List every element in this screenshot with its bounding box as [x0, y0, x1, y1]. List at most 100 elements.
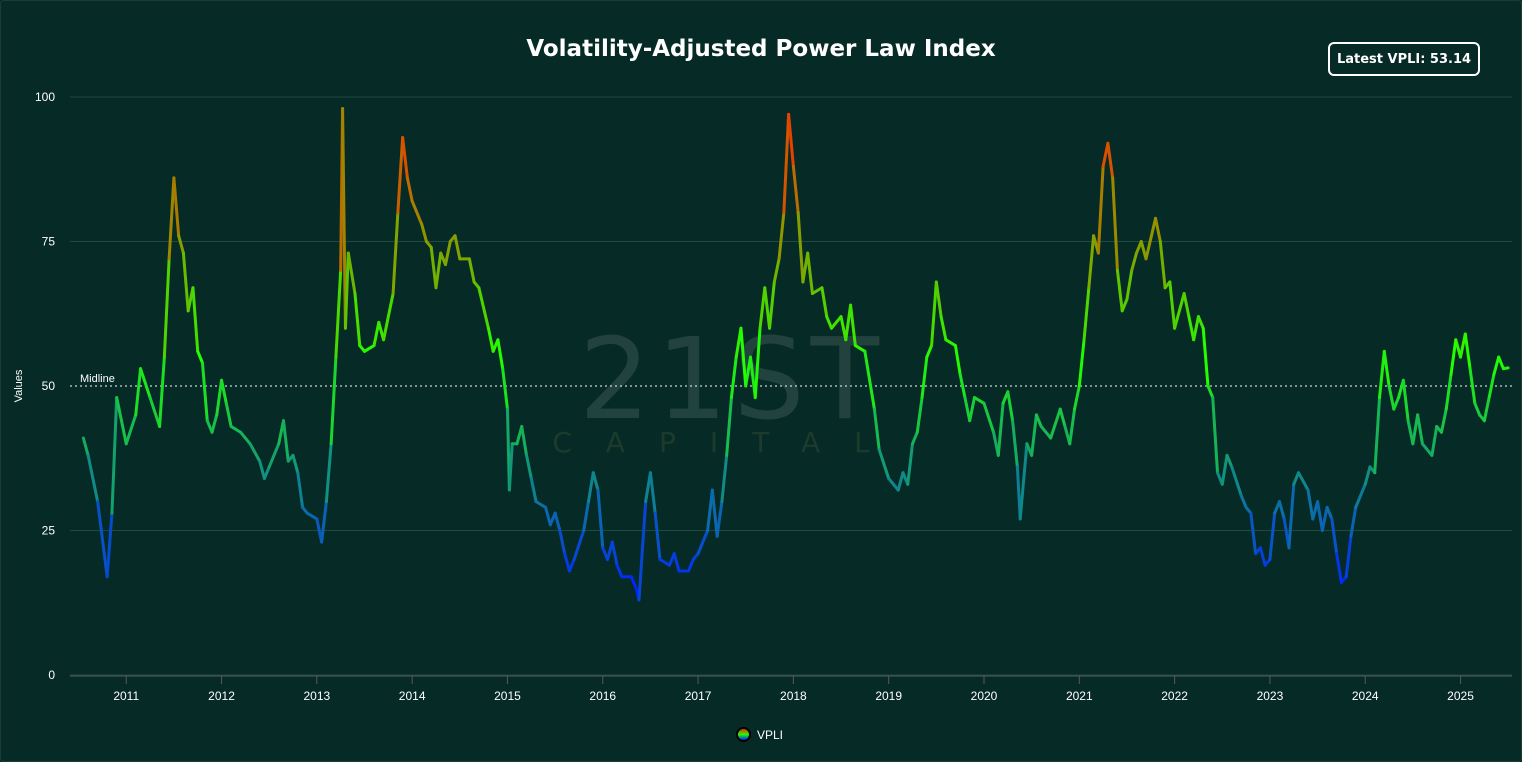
- vpli-line-segment: [391, 211, 400, 296]
- vpli-line-segment: [81, 436, 90, 457]
- vpli-line-segment: [806, 251, 814, 296]
- vpli-line-segment: [1320, 505, 1329, 532]
- vpli-line-segment: [953, 344, 962, 376]
- vpli-line-segment: [1201, 326, 1210, 388]
- vpli-line-segment: [1018, 442, 1029, 521]
- vpli-line-segment: [629, 575, 638, 590]
- vpli-line-segment: [1487, 372, 1496, 400]
- vpli-line-segment: [1444, 372, 1453, 411]
- vpli-line-segment: [729, 355, 738, 400]
- vpli-line-segment: [1196, 315, 1205, 330]
- vpli-line-segment: [1378, 349, 1386, 400]
- vpli-line-segment: [1182, 292, 1191, 319]
- vpli-line-segment: [810, 286, 824, 296]
- vpli-line-segment: [920, 355, 929, 400]
- vpli-line-segment: [139, 367, 152, 400]
- vpli-line-segment: [477, 286, 490, 330]
- vpli-line-segment: [1006, 390, 1015, 423]
- vpli-line-segment: [1211, 396, 1220, 475]
- vpli-line-segment: [305, 511, 319, 521]
- vpli-line-segment: [782, 112, 791, 215]
- vpli-line-segment: [787, 112, 795, 168]
- vpli-line-segment: [467, 257, 476, 284]
- vpli-line-segment: [110, 396, 119, 515]
- vpli-line-segment: [710, 488, 719, 538]
- vpli-line-segment: [353, 292, 362, 348]
- vpli-line-segment: [1306, 488, 1315, 521]
- vpli-line-segment: [825, 315, 834, 330]
- vpli-line-segment: [507, 442, 514, 492]
- vpli-line-segment: [958, 372, 967, 400]
- vpli-line-segment: [849, 303, 857, 348]
- vpli-line-segment: [329, 355, 338, 446]
- vpli-line-segment: [830, 315, 843, 330]
- x-tick-label: 2011: [113, 689, 139, 703]
- vpli-line-segment: [486, 326, 495, 353]
- vpli-line-segment: [1120, 297, 1129, 313]
- vpli-line-segment: [544, 505, 552, 527]
- vpli-line-segment: [572, 529, 586, 561]
- vpli-line-segment: [1482, 396, 1491, 423]
- vpli-line-segment: [434, 251, 443, 290]
- vpli-line-segment: [915, 396, 924, 434]
- vpli-line-segment: [1077, 338, 1086, 388]
- vpli-line-segment: [177, 234, 185, 255]
- vpli-line-segment: [115, 396, 128, 446]
- vpli-line-segment: [615, 563, 624, 579]
- vpli-line-segment: [396, 135, 405, 215]
- x-tick-label: 2015: [494, 689, 521, 703]
- vpli-line-segment: [772, 257, 781, 284]
- vpli-line-segment: [1439, 407, 1448, 434]
- vpli-line-segment: [791, 164, 800, 215]
- x-tick-label: 2023: [1257, 689, 1284, 703]
- vpli-line-segment: [1087, 234, 1096, 290]
- vpli-line-segment: [648, 471, 657, 515]
- vpli-line-segment: [148, 396, 162, 428]
- latest-value-badge: Latest VPLI: 53.14: [1328, 42, 1480, 76]
- vpli-line-segment: [372, 320, 381, 348]
- vpli-line-segment: [925, 344, 934, 359]
- legend-item-vpli[interactable]: VPLI: [736, 727, 783, 742]
- vpli-line-segment: [1130, 251, 1138, 272]
- y-tick-label: 75: [42, 235, 56, 249]
- vpli-line-segment: [1430, 424, 1439, 457]
- vpli-line-segment: [1187, 315, 1196, 342]
- vpli-line-segment: [248, 442, 262, 463]
- x-tick-label: 2024: [1352, 689, 1379, 703]
- x-tick-label: 2018: [780, 689, 807, 703]
- vpli-line-segment: [343, 251, 350, 330]
- vpli-line-segment: [405, 176, 414, 203]
- vpli-line-segment: [172, 176, 181, 238]
- vpli-line-segment: [1325, 505, 1334, 521]
- vpli-line-segment: [1220, 453, 1229, 486]
- vpli-line-segment: [996, 401, 1005, 457]
- vpli-line-segment: [341, 107, 347, 330]
- vpli-line-segment: [1115, 268, 1124, 313]
- vpli-line-segment: [1335, 552, 1343, 585]
- vpli-line-segment: [1249, 511, 1258, 556]
- vpli-line-segment: [105, 511, 114, 579]
- vpli-line-segment: [258, 459, 266, 480]
- vpli-line-segment: [401, 135, 409, 180]
- vpli-line-segment: [1492, 355, 1501, 376]
- vpli-line-segment: [529, 476, 538, 504]
- vpli-line-segment: [134, 367, 143, 417]
- vpli-line-segment: [334, 268, 343, 359]
- vpli-line-segment: [210, 413, 219, 434]
- vpli-line-segment: [1463, 332, 1472, 371]
- vpli-line-segment: [267, 442, 281, 469]
- vpli-line-segment: [525, 453, 533, 480]
- x-tick-label: 2016: [589, 689, 616, 703]
- vpli-line-segment: [1192, 315, 1200, 342]
- midline-label: Midline: [80, 373, 115, 385]
- vpli-line-segment: [715, 500, 724, 538]
- vpli-line-segment: [637, 500, 648, 602]
- vpli-line-segment: [1073, 384, 1081, 411]
- vpli-line-segment: [872, 407, 881, 452]
- vpli-line-segment: [1316, 500, 1324, 532]
- vpli-line-segment: [324, 442, 333, 504]
- vpli-line-segment: [1034, 413, 1043, 428]
- vpli-line-segment: [444, 240, 452, 267]
- vpli-line-segment: [1497, 355, 1505, 371]
- vpli-line-segment: [420, 222, 428, 243]
